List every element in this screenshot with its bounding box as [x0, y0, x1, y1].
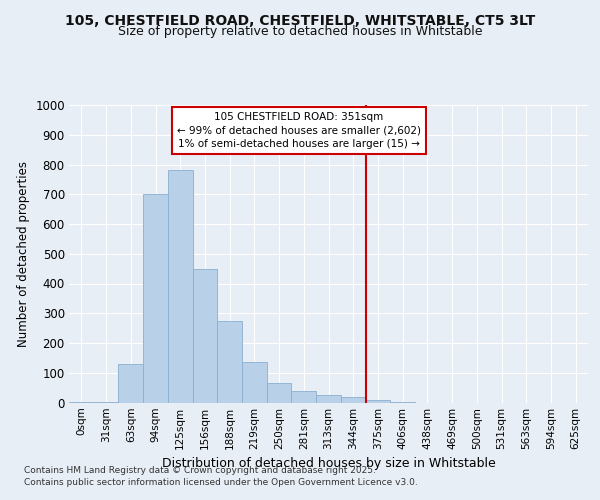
- Bar: [365, 400, 390, 402]
- Bar: [193, 268, 217, 402]
- Bar: [242, 362, 267, 403]
- Bar: [341, 396, 365, 402]
- Bar: [168, 170, 193, 402]
- Text: Contains HM Land Registry data © Crown copyright and database right 2025.: Contains HM Land Registry data © Crown c…: [24, 466, 376, 475]
- Text: 105, CHESTFIELD ROAD, CHESTFIELD, WHITSTABLE, CT5 3LT: 105, CHESTFIELD ROAD, CHESTFIELD, WHITST…: [65, 14, 535, 28]
- Bar: [316, 395, 341, 402]
- X-axis label: Distribution of detached houses by size in Whitstable: Distribution of detached houses by size …: [161, 457, 496, 470]
- Text: Size of property relative to detached houses in Whitstable: Size of property relative to detached ho…: [118, 25, 482, 38]
- Bar: [267, 383, 292, 402]
- Bar: [118, 364, 143, 403]
- Text: Contains public sector information licensed under the Open Government Licence v3: Contains public sector information licen…: [24, 478, 418, 487]
- Bar: [217, 320, 242, 402]
- Y-axis label: Number of detached properties: Number of detached properties: [17, 161, 29, 347]
- Bar: [292, 390, 316, 402]
- Text: 105 CHESTFIELD ROAD: 351sqm
← 99% of detached houses are smaller (2,602)
1% of s: 105 CHESTFIELD ROAD: 351sqm ← 99% of det…: [177, 112, 421, 149]
- Bar: [143, 194, 168, 402]
